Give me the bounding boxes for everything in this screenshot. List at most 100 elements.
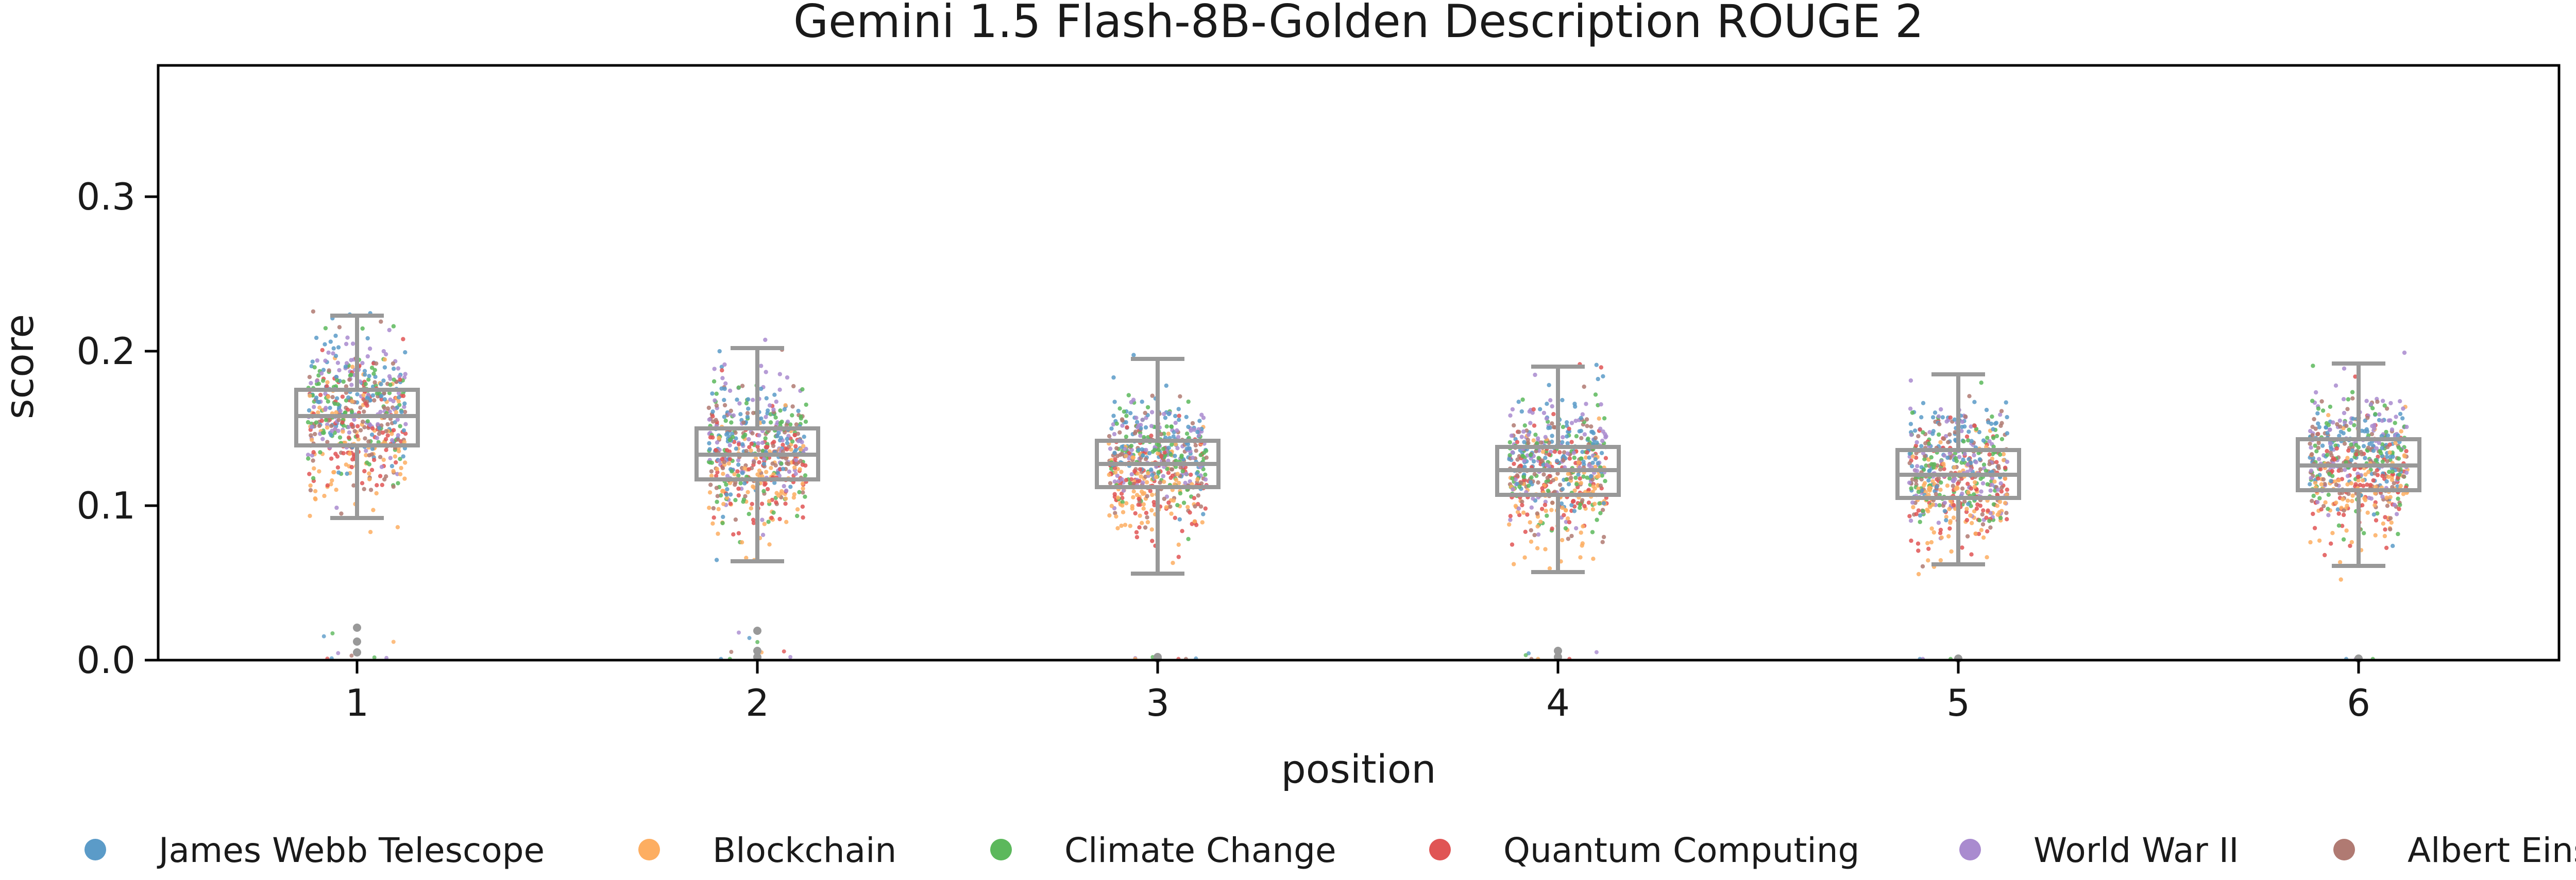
strip-point xyxy=(1200,520,1205,525)
strip-point xyxy=(403,350,408,355)
strip-point xyxy=(1984,469,1988,473)
strip-point xyxy=(308,513,312,519)
strip-point xyxy=(337,325,342,330)
strip-point xyxy=(362,487,366,491)
strip-point xyxy=(2380,399,2385,403)
legend-marker xyxy=(1959,839,1981,860)
strip-point xyxy=(2315,411,2320,416)
strip-point xyxy=(1938,558,1943,563)
strip-point xyxy=(382,391,386,395)
strip-point xyxy=(1594,363,1599,367)
strip-point xyxy=(309,381,313,386)
strip-point xyxy=(1163,416,1168,420)
strip-point xyxy=(1578,476,1582,481)
strip-point xyxy=(790,404,795,409)
strip-point xyxy=(720,376,725,381)
strip-point xyxy=(2001,452,2006,457)
strip-point xyxy=(746,406,751,411)
strip-point xyxy=(2336,523,2342,528)
strip-point xyxy=(350,457,355,462)
strip-point xyxy=(1921,509,1925,513)
strip-point xyxy=(2365,510,2370,515)
strip-point xyxy=(1140,418,1145,422)
strip-point xyxy=(372,368,377,372)
strip-point xyxy=(1944,514,1948,519)
strip-point xyxy=(345,407,350,412)
strip-point xyxy=(1538,407,1543,411)
strip-point xyxy=(708,482,713,487)
y-axis-label: score xyxy=(0,314,42,419)
strip-point xyxy=(311,450,316,455)
strip-point xyxy=(1112,432,1117,437)
strip-point xyxy=(1952,417,1957,422)
strip-point xyxy=(377,432,382,436)
strip-point xyxy=(781,442,785,447)
strip-point xyxy=(1507,522,1512,527)
strip-point xyxy=(402,440,407,444)
strip-point xyxy=(1937,422,1942,426)
strip-point xyxy=(773,415,778,420)
strip-point xyxy=(312,365,317,370)
strip-point xyxy=(1952,465,1957,470)
strip-point xyxy=(778,421,783,425)
strip-point xyxy=(1593,457,1598,462)
strip-point xyxy=(311,476,316,480)
strip-point xyxy=(751,410,756,416)
strip-point xyxy=(1567,426,1571,431)
strip-point xyxy=(742,481,747,486)
strip-point xyxy=(2350,498,2354,504)
strip-point xyxy=(763,337,768,342)
strip-point xyxy=(379,382,383,387)
strip-point xyxy=(377,425,382,430)
strip-point xyxy=(1964,517,1970,523)
strip-point xyxy=(1579,416,1583,420)
strip-point xyxy=(2366,445,2370,450)
strip-point xyxy=(1561,425,1566,429)
strip-point xyxy=(1980,512,1985,517)
strip-point xyxy=(1136,503,1141,507)
strip-point xyxy=(2309,468,2314,473)
strip-point xyxy=(2316,445,2321,450)
strip-point xyxy=(374,491,379,496)
strip-point xyxy=(1115,495,1121,500)
strip-point xyxy=(1176,542,1181,547)
strip-point xyxy=(711,515,716,520)
strip-point xyxy=(378,474,383,478)
strip-point xyxy=(1602,416,1607,421)
strip-point xyxy=(2326,413,2331,418)
strip-point xyxy=(2402,454,2407,459)
strip-point xyxy=(394,410,399,415)
strip-point xyxy=(1136,479,1140,484)
strip-point xyxy=(372,380,377,385)
strip-point xyxy=(381,378,386,383)
strip-point xyxy=(320,348,325,353)
strip-point xyxy=(1536,480,1540,485)
strip-point xyxy=(1517,429,1521,434)
strip-point xyxy=(391,640,396,644)
strip-point xyxy=(724,495,730,500)
strip-point xyxy=(1574,482,1579,487)
strip-point xyxy=(713,398,717,403)
strip-point xyxy=(1166,411,1172,417)
strip-point xyxy=(1910,410,1915,415)
strip-point xyxy=(2365,416,2370,420)
strip-point xyxy=(374,361,379,366)
strip-point xyxy=(380,430,385,435)
strip-point xyxy=(1187,446,1192,451)
strip-point xyxy=(727,443,732,447)
strip-point xyxy=(2369,432,2375,437)
strip-point xyxy=(1143,525,1148,530)
strip-point xyxy=(2388,495,2393,499)
strip-point xyxy=(1914,469,1919,473)
strip-point xyxy=(1177,480,1181,486)
strip-point xyxy=(800,462,805,467)
strip-point xyxy=(1960,491,1964,496)
strip-point xyxy=(1980,522,1986,527)
strip-point xyxy=(1536,456,1541,460)
strip-point xyxy=(1947,526,1952,531)
strip-point xyxy=(2386,418,2391,423)
strip-point xyxy=(1599,365,1603,370)
strip-point xyxy=(1141,453,1145,458)
strip-point xyxy=(714,448,718,453)
strip-point xyxy=(1143,425,1148,430)
